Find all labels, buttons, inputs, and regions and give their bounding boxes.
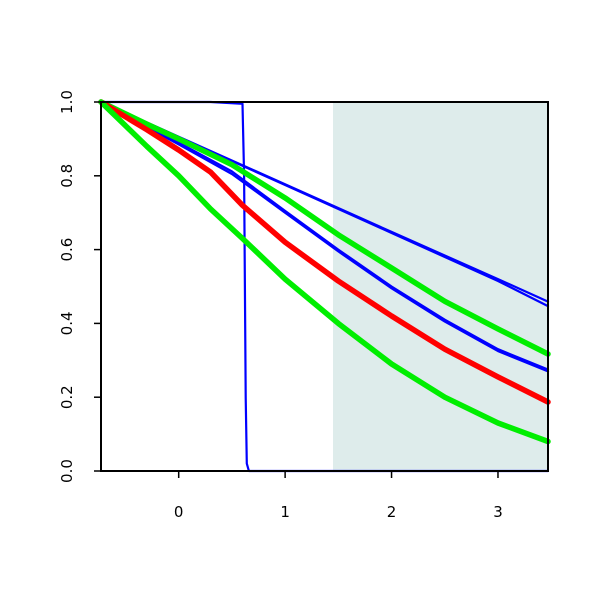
y-tick-label-3: 0.6 [58,238,76,262]
series-line-7 [98,99,551,405]
series-line-6 [98,99,551,357]
y-tick-label-2: 0.4 [58,311,76,335]
y-tick-label-1: 0.2 [58,385,76,409]
x-tick-label-0: 0 [174,503,184,521]
series-line-5 [99,100,550,373]
y-tick-label-4: 0.8 [58,164,76,188]
series-line-8 [98,99,551,445]
plot-frame [100,101,549,472]
x-tick-label-1: 1 [280,503,290,521]
x-tick-label-3: 3 [493,503,503,521]
y-tick-label-5: 1.0 [58,90,76,114]
x-tick-label-2: 2 [387,503,397,521]
y-tick-label-0: 0.0 [58,459,76,483]
